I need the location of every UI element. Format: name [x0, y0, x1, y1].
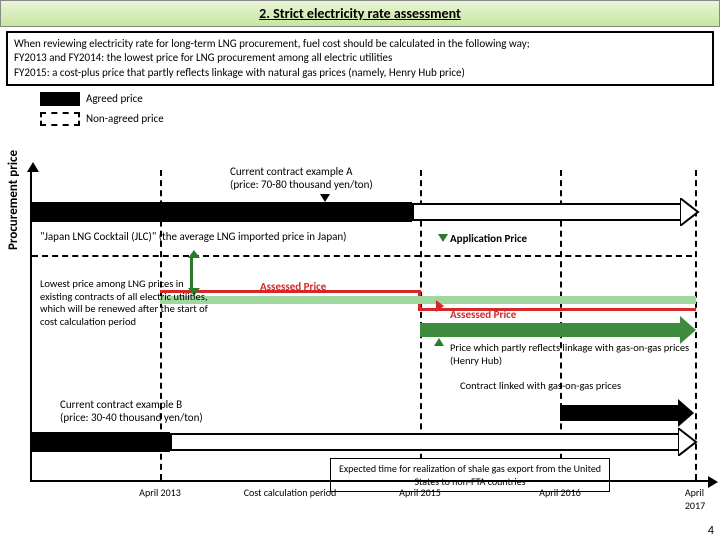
legend-agreed: Agreed price [40, 92, 720, 106]
assessed-price-arrow-icon [436, 300, 444, 312]
application-price-arrow-icon [438, 234, 448, 242]
tick-cost-period: Cost calculation period [244, 486, 337, 499]
y-axis-label: Procurement price [6, 150, 21, 250]
tick-2015: April 2015 [399, 486, 441, 499]
partly-reflects-label: Price which partly reflects linkage with… [450, 342, 690, 367]
chart-area: Current contract example A (price: 70-80… [30, 170, 710, 500]
tick-2016: April 2016 [539, 486, 581, 499]
legend-swatch-dashed [40, 112, 80, 126]
gas-on-gas-label: Contract linked with gas-on-gas prices [460, 380, 640, 393]
description-box: When reviewing electricity rate for long… [6, 31, 714, 86]
description-text: When reviewing electricity rate for long… [14, 37, 530, 79]
contract-a-bar-solid [32, 202, 412, 222]
legend-nonagreed: Non-agreed price [40, 112, 720, 126]
contract-b-label: Current contract example B (price: 30-40… [60, 398, 240, 424]
x-axis [30, 480, 710, 482]
partly-reflects-arrow-icon [434, 338, 444, 346]
contract-b-bar-solid [32, 432, 170, 452]
contract-a-arrow-icon [320, 194, 330, 202]
application-price-label: Application Price [450, 232, 527, 245]
jlc-label: "Japan LNG Cocktail (JLC)" (the average … [40, 230, 420, 243]
assessed-price-label-1: Assessed Price [260, 280, 326, 293]
legend-label-agreed: Agreed price [86, 92, 143, 105]
legend-label-nonagreed: Non-agreed price [86, 112, 164, 125]
tick-2017: April 2017 [685, 486, 705, 512]
y-axis-arrowhead [27, 162, 39, 172]
assessed-price-label-2: Assessed Price [450, 308, 516, 321]
lowest-price-label: Lowest price among LNG prices in existin… [40, 278, 210, 328]
page-number: 4 [708, 524, 714, 538]
tick-2013: April 2013 [139, 486, 181, 499]
contract-a-label: Current contract example A (price: 70-80… [230, 165, 430, 191]
page-title: 2. Strict electricity rate assessment [259, 5, 461, 22]
title-bar: 2. Strict electricity rate assessment [0, 0, 720, 27]
legend-swatch-solid [40, 92, 80, 106]
jlc-line [32, 255, 692, 257]
green-band [160, 296, 696, 304]
x-axis-arrowhead [708, 476, 718, 488]
